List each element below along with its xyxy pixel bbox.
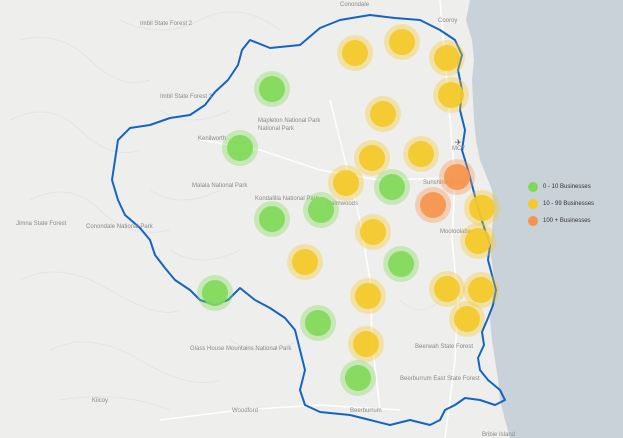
cluster-marker-mid[interactable] <box>292 249 318 275</box>
place-label: Conondale <box>340 2 370 8</box>
place-label: Kenilworth <box>198 136 226 142</box>
cluster-marker-low[interactable] <box>345 365 371 391</box>
place-label: Beerwah State Forest <box>415 344 473 350</box>
place-label: National Park <box>258 126 295 132</box>
place-label: Malala National Park <box>192 183 248 189</box>
cluster-marker-mid[interactable] <box>434 276 460 302</box>
cluster-marker-mid[interactable] <box>465 228 491 254</box>
legend-label: 0 - 10 Businesses <box>543 183 591 190</box>
cluster-marker-mid[interactable] <box>359 145 385 171</box>
cluster-marker-low[interactable] <box>388 251 414 277</box>
region-boundary <box>111 14 506 426</box>
place-labels: Conondale Kenilworth Mapleton National P… <box>16 2 515 438</box>
cluster-marker-mid[interactable] <box>454 306 480 332</box>
cluster-marker-low[interactable] <box>379 174 405 200</box>
legend-item-mid: 10 - 99 Businesses <box>528 195 594 212</box>
place-label: Bribie Island <box>482 432 515 438</box>
terrain-texture <box>9 11 441 411</box>
place-label: Sunshine Coast <box>423 180 466 186</box>
place-label: Mooloolaba <box>440 229 472 235</box>
place-label: Conondale National Park <box>86 224 154 230</box>
business-clusters <box>197 24 500 396</box>
cluster-marker-mid[interactable] <box>353 331 379 357</box>
cluster-marker-mid[interactable] <box>360 219 386 245</box>
ocean <box>466 0 623 438</box>
place-label: Kilcoy <box>92 398 108 404</box>
cluster-marker-low[interactable] <box>308 197 334 223</box>
cluster-marker-mid[interactable] <box>434 45 460 71</box>
cluster-marker-mid[interactable] <box>468 277 494 303</box>
cluster-marker-mid[interactable] <box>370 101 396 127</box>
cluster-marker-mid[interactable] <box>342 40 368 66</box>
map-legend: 0 - 10 Businesses 10 - 99 Businesses 100… <box>528 178 594 229</box>
legend-swatch <box>528 181 538 192</box>
place-label: Imbil State Forest 3 <box>160 94 213 100</box>
cluster-marker-low[interactable] <box>259 76 285 102</box>
cluster-marker-high[interactable] <box>420 192 446 218</box>
cluster-marker-low[interactable] <box>259 206 285 232</box>
place-label: Kondalilla National Park <box>255 196 320 202</box>
place-label: Jimna State Forest <box>16 221 67 227</box>
cluster-marker-mid[interactable] <box>438 82 464 108</box>
legend-swatch <box>528 198 538 209</box>
cluster-marker-low[interactable] <box>227 135 253 161</box>
legend-label: 100 + Businesses <box>543 217 591 224</box>
place-label: Mapleton National Park <box>258 118 321 124</box>
place-label: Imbil State Forest 2 <box>140 21 193 27</box>
legend-item-low: 0 - 10 Businesses <box>528 178 594 195</box>
place-label: Beerburrum East State Forest <box>400 376 480 382</box>
place-label: Beerburrum <box>350 408 382 414</box>
place-label: Cooroy <box>438 18 457 24</box>
cluster-marker-low[interactable] <box>305 310 331 336</box>
cluster-marker-mid[interactable] <box>355 283 381 309</box>
cluster-marker-high[interactable] <box>444 164 470 190</box>
place-label: Glass House Mountains National Park <box>190 346 292 352</box>
legend-item-high: 100 + Businesses <box>528 212 594 229</box>
airport-icon: ✈ <box>455 138 462 147</box>
cluster-marker-mid[interactable] <box>333 170 359 196</box>
place-label: Palmwoods <box>327 201 358 207</box>
cluster-marker-mid[interactable] <box>408 141 434 167</box>
legend-label: 10 - 99 Businesses <box>543 200 595 207</box>
legend-swatch <box>528 215 538 226</box>
place-label: Woodford <box>232 408 258 414</box>
cluster-marker-mid[interactable] <box>389 29 415 55</box>
cluster-marker-low[interactable] <box>202 280 228 306</box>
cluster-marker-mid[interactable] <box>469 195 495 221</box>
place-label: MCY <box>452 146 465 152</box>
